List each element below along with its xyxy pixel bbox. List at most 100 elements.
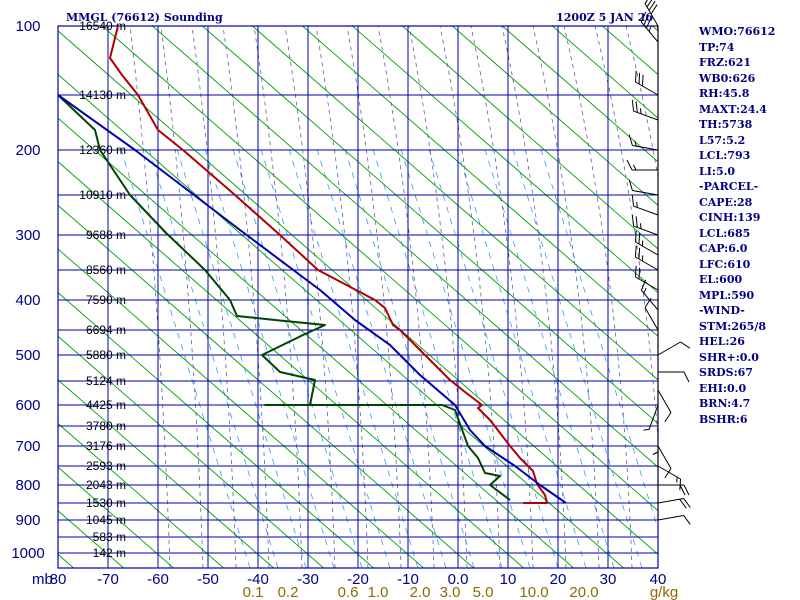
stat-item: BSHR:6 bbox=[699, 412, 748, 426]
height-label: 142 m bbox=[93, 546, 126, 560]
temperature-tick-label: 30 bbox=[600, 571, 617, 588]
height-labels: 16540 m 14130 m 12360 m 10910 m 9688 m 8560 m… bbox=[79, 19, 126, 560]
pressure-tick-label: 900 bbox=[15, 512, 40, 529]
wind-barb bbox=[634, 245, 659, 271]
stat-item: LCL:685 bbox=[699, 226, 751, 240]
stat-item: BRN:4.7 bbox=[699, 397, 751, 410]
dry-adiabat bbox=[251, 26, 658, 381]
stat-item: TP:74 bbox=[699, 40, 735, 54]
stat-item: EHI:0.0 bbox=[699, 381, 747, 395]
wind-barb bbox=[657, 389, 672, 423]
dewpoint-profile bbox=[58, 94, 511, 501]
mixing-ratio-label: g/kg bbox=[650, 584, 678, 600]
moist-adiabat bbox=[439, 26, 501, 568]
height-label: 16540 m bbox=[79, 19, 126, 33]
temperature-tick-label: 10 bbox=[500, 571, 517, 588]
height-label: 5880 m bbox=[86, 348, 126, 362]
mixing-ratio-line bbox=[455, 145, 587, 568]
height-label: 14130 m bbox=[79, 88, 126, 102]
moist-adiabat bbox=[470, 26, 534, 568]
moist-adiabat bbox=[129, 26, 171, 568]
height-label: 10910 m bbox=[79, 188, 126, 202]
dry-adiabat bbox=[58, 422, 225, 568]
wind-barb bbox=[658, 371, 690, 383]
mixing-ratio-label: 0.1 bbox=[243, 584, 264, 600]
stat-item: CAPE:28 bbox=[699, 195, 753, 209]
height-label: 9688 m bbox=[86, 228, 126, 242]
height-label: 4425 m bbox=[86, 398, 126, 412]
dry-adiabat bbox=[58, 204, 475, 568]
dry-adiabat bbox=[401, 26, 658, 250]
height-label: 7590 m bbox=[86, 293, 126, 307]
wind-barb bbox=[640, 279, 659, 311]
stat-item: WB0:626 bbox=[699, 71, 756, 85]
height-label: 2593 m bbox=[86, 459, 126, 473]
wind-barb bbox=[657, 514, 691, 525]
pressure-tick-label: 800 bbox=[15, 477, 40, 494]
wind-barb bbox=[631, 99, 659, 121]
stat-item: HEL:26 bbox=[699, 335, 745, 348]
mixing-ratio-line bbox=[203, 145, 335, 568]
dry-adiabat bbox=[101, 26, 658, 512]
moist-adiabat bbox=[625, 26, 658, 180]
temperature-profile bbox=[109, 26, 548, 504]
mixing-ratio-line bbox=[259, 145, 391, 568]
temperature-tick-label: 0.0 bbox=[448, 571, 469, 588]
stat-item: SHR+:0.0 bbox=[699, 350, 759, 364]
stat-item: -PARCEL- bbox=[699, 180, 759, 193]
x-unit-label: mb bbox=[32, 571, 53, 588]
mixing-ratio-line bbox=[175, 145, 307, 568]
mixing-ratio-line bbox=[511, 145, 643, 568]
wind-barbs bbox=[626, 0, 691, 525]
mixing-ratio-line bbox=[343, 145, 475, 568]
moist-adiabat bbox=[160, 26, 204, 568]
temperature-tick-label: -50 bbox=[197, 571, 219, 588]
stat-item: LFC:610 bbox=[699, 257, 751, 271]
dry-adiabat bbox=[58, 248, 425, 568]
dry-adiabat bbox=[201, 26, 658, 425]
stat-item: RH:45.8 bbox=[699, 87, 750, 100]
wind-barb bbox=[657, 341, 691, 356]
mixing-ratio-lines bbox=[119, 145, 658, 568]
stat-item: FRZ:621 bbox=[699, 56, 752, 69]
temperature-tick-label: -30 bbox=[297, 571, 319, 588]
wind-barb bbox=[652, 426, 659, 455]
mixing-ratio-line bbox=[371, 145, 503, 568]
mixing-ratio-line bbox=[315, 145, 447, 568]
wind-barb bbox=[628, 134, 659, 151]
height-label: 3780 m bbox=[86, 419, 126, 433]
dry-adiabat bbox=[58, 161, 525, 568]
parcel-profile bbox=[58, 94, 567, 504]
moist-adiabat bbox=[563, 26, 633, 568]
mixing-ratio-label: 1.0 bbox=[368, 584, 389, 600]
wind-barb bbox=[626, 159, 658, 171]
stat-item: LCL:793 bbox=[699, 149, 751, 162]
moist-adiabat bbox=[191, 26, 237, 568]
wind-barb bbox=[658, 484, 690, 496]
temperature-tick-label: -40 bbox=[247, 571, 269, 588]
dry-adiabat bbox=[58, 73, 625, 568]
wind-barb bbox=[644, 0, 659, 27]
pressure-tick-label: 400 bbox=[15, 292, 40, 309]
grid-lines bbox=[57, 25, 659, 569]
dry-adiabat bbox=[58, 335, 325, 568]
mixing-ratio-line bbox=[231, 145, 363, 568]
dry-adiabat bbox=[501, 26, 658, 163]
dry-adiabat bbox=[301, 26, 658, 337]
pressure-tick-label: 1000 bbox=[11, 545, 44, 562]
stat-item: L57:5.2 bbox=[699, 133, 746, 147]
temperature-tick-label: -70 bbox=[97, 571, 119, 588]
height-label: 12360 m bbox=[79, 143, 126, 157]
stats-panel: WMO:76612 TP:74 FRZ:621 WB0:626 RH:45.8 MAXT:… bbox=[699, 24, 775, 427]
height-label: 8560 m bbox=[86, 263, 126, 277]
pressure-tick-label: 600 bbox=[15, 397, 40, 414]
dry-adiabat bbox=[58, 30, 658, 555]
profile-lines bbox=[58, 26, 567, 504]
stat-item: STM:265/8 bbox=[699, 319, 766, 333]
mixing-ratio-label: 5.0 bbox=[473, 584, 494, 600]
mixing-ratio-label: 2.0 bbox=[410, 584, 431, 600]
wind-barb bbox=[640, 11, 659, 43]
mixing-ratio-label: 3.0 bbox=[440, 584, 461, 600]
mixing-ratio-line bbox=[483, 145, 615, 568]
